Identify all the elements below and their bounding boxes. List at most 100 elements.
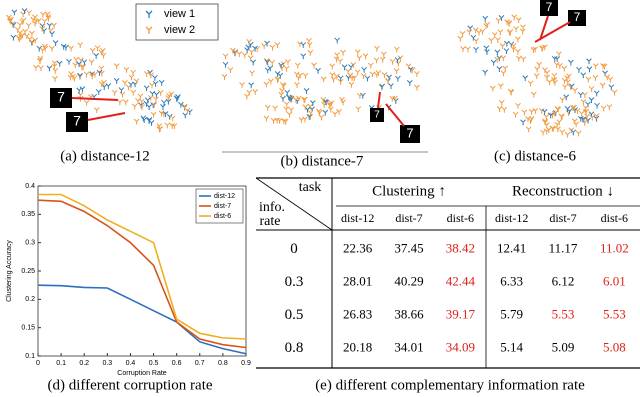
table-cell: 28.01 (343, 273, 372, 288)
scatter-marker (322, 109, 329, 116)
scatter-marker (359, 92, 366, 99)
scatter-marker (498, 100, 505, 106)
x-tick-label: 0.8 (218, 360, 228, 367)
scatter-marker (543, 113, 550, 120)
scatter-marker (368, 62, 374, 69)
scatter-marker (250, 59, 257, 66)
scatter-marker (148, 119, 155, 126)
scatter-marker (100, 79, 107, 86)
scatter-marker (330, 76, 337, 83)
scatter-marker (406, 80, 413, 86)
scatter-marker (236, 51, 243, 58)
scatter-marker (150, 111, 157, 118)
scatter-marker (543, 128, 550, 135)
scatter-marker (248, 82, 255, 89)
scatter-marker (571, 104, 577, 111)
scatter-marker (476, 29, 482, 36)
scatter-marker (515, 102, 521, 109)
scatter-marker (152, 74, 158, 81)
scatter-marker (564, 131, 571, 138)
scatter-marker (362, 53, 369, 60)
scatter-marker (600, 105, 607, 112)
scatter-marker (575, 130, 582, 137)
scatter-marker (263, 81, 270, 88)
scatter-marker (550, 126, 557, 132)
scatter-marker (311, 62, 317, 69)
scatter-marker (333, 56, 340, 63)
scatter-marker (327, 106, 334, 113)
scatter-marker (491, 32, 498, 38)
table: task info.rate Clustering ↑ Reconstruction … (255, 177, 640, 369)
scatter-marker (88, 59, 95, 66)
scatter-marker (32, 14, 38, 21)
scatter-marker (227, 67, 234, 73)
scatter-marker (472, 27, 479, 34)
scatter-marker (302, 96, 308, 103)
scatter-marker (559, 97, 566, 103)
scatter-marker (320, 76, 327, 83)
scatter-marker (17, 30, 23, 36)
scatter-marker (495, 37, 501, 43)
scatter-marker (267, 65, 274, 72)
scatter-marker (21, 8, 28, 14)
scatter-marker (556, 63, 563, 69)
scatter-marker (274, 117, 280, 124)
scatter-marker (41, 18, 48, 25)
x-tick-label: 0.6 (172, 360, 182, 367)
scatter-marker (32, 37, 39, 44)
scatter-marker (483, 23, 489, 29)
scatter-marker (392, 98, 399, 104)
scatter-marker (247, 55, 254, 62)
scatter-marker (264, 59, 271, 66)
column-header: dist-7 (549, 211, 576, 225)
scatter-marker (33, 64, 39, 71)
scatter-marker (168, 91, 175, 98)
table-cell: 6.33 (500, 273, 523, 288)
scatter-marker (56, 60, 63, 67)
svg-text:7: 7 (374, 110, 380, 121)
scatter-marker (252, 45, 258, 52)
scatter-marker (549, 112, 556, 119)
scatter-marker (294, 82, 300, 88)
scatter-marker (281, 118, 287, 125)
scatter-marker (588, 86, 595, 92)
scatter-marker (139, 104, 145, 111)
scatter-marker (316, 110, 323, 116)
series-line (37, 199, 247, 349)
scatter-marker (146, 104, 152, 111)
scatter-marker (532, 108, 539, 114)
y-tick-label: 0.35 (21, 211, 35, 218)
y-tick-label: 0.25 (21, 268, 35, 275)
scatter-marker (562, 84, 568, 90)
scatter-marker (39, 47, 46, 54)
scatter-marker (479, 28, 486, 35)
table-cell: 38.66 (394, 306, 424, 321)
scatter-marker (239, 82, 245, 88)
scatter-marker (143, 85, 150, 92)
scatter-marker (303, 88, 310, 94)
row-label: 0.8 (285, 340, 304, 356)
scatter-marker (309, 100, 316, 106)
scatter-marker (222, 61, 229, 68)
y-tick-label: 0.15 (21, 325, 35, 332)
scatter-marker (175, 94, 181, 101)
scatter-marker (302, 72, 309, 79)
scatter-marker (16, 36, 23, 43)
scatter-marker (25, 22, 32, 29)
scatter-marker (497, 83, 504, 90)
scatter-marker (130, 69, 136, 76)
scatter-marker (503, 48, 510, 55)
scatter-marker (386, 74, 392, 81)
scatter-marker (336, 108, 342, 115)
table-cell: 5.53 (552, 306, 575, 321)
scatter-marker (279, 65, 285, 72)
scatter-marker (601, 63, 608, 70)
table-cell: 20.18 (343, 339, 372, 354)
series-line (38, 193, 247, 340)
legend-marker (145, 10, 153, 18)
scatter-marker (248, 49, 255, 56)
scatter-marker (22, 28, 29, 35)
scatter-marker (20, 17, 27, 24)
scatter-marker (229, 47, 236, 54)
scatter-marker (530, 91, 537, 98)
